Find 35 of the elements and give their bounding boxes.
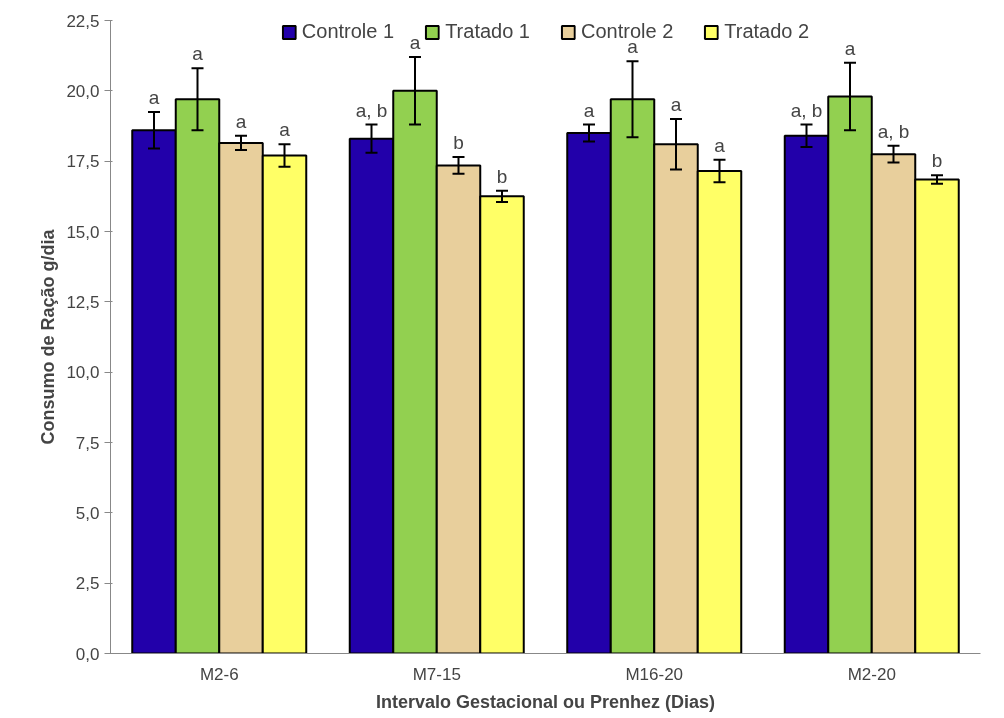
y-tick-label: 12,5 xyxy=(66,292,100,312)
y-tick-label: 5,0 xyxy=(75,503,100,523)
x-tick-label: M7-15 xyxy=(412,664,461,684)
data-label: a xyxy=(192,43,204,65)
data-label: a xyxy=(409,32,421,54)
data-label: b xyxy=(453,131,464,153)
y-axis-title: Consumo de Ração g/dia xyxy=(38,228,59,445)
data-label: a, b xyxy=(355,99,388,121)
y-tick-label: 0,0 xyxy=(75,644,100,664)
x-tick-label: M2-6 xyxy=(199,664,239,684)
data-label: a xyxy=(583,99,595,121)
data-label: a xyxy=(844,37,856,59)
y-tick-label: 2,5 xyxy=(75,574,100,594)
y-tick-label: 7,5 xyxy=(75,433,100,453)
data-label: a xyxy=(670,93,682,115)
data-label: a xyxy=(279,119,291,141)
data-label: a, b xyxy=(877,120,910,142)
y-tick-label: 10,0 xyxy=(66,363,100,383)
legend-label: Tratado 1 xyxy=(445,20,530,43)
legend-label: Controle 2 xyxy=(581,20,674,43)
legend-label: Tratado 2 xyxy=(724,20,810,43)
y-tick-label: 20,0 xyxy=(66,81,100,101)
data-label: a xyxy=(714,134,726,156)
x-tick-label: M16-20 xyxy=(625,664,684,684)
legend-label: Controle 1 xyxy=(301,20,395,43)
data-label: a, b xyxy=(790,99,823,121)
y-tick-label: 17,5 xyxy=(66,152,100,172)
y-tick-label: 15,0 xyxy=(66,222,100,242)
data-label: a xyxy=(235,110,247,132)
x-tick-label: M2-20 xyxy=(847,664,896,684)
data-label: b xyxy=(931,150,943,172)
data-label: a xyxy=(148,86,160,108)
y-tick-label: 22,5 xyxy=(66,11,100,31)
data-label: b xyxy=(496,165,508,187)
x-axis-title: Intervalo Gestacional ou Prenhez (Dias) xyxy=(375,691,716,712)
